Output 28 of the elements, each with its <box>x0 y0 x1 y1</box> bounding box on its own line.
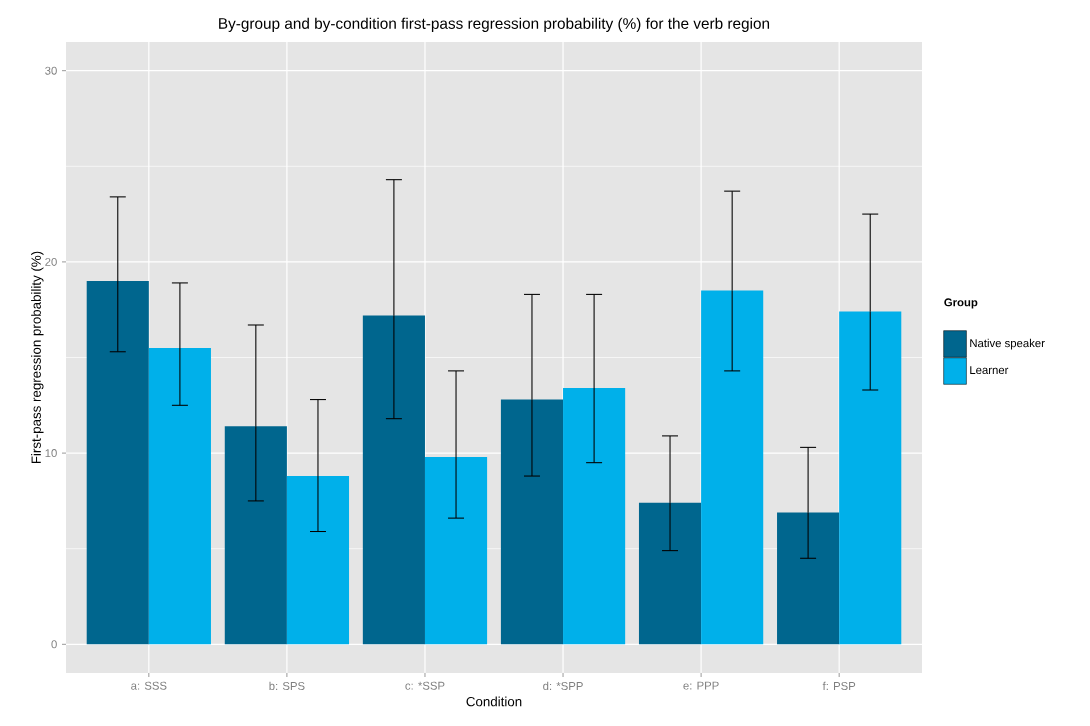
bar <box>638 502 702 645</box>
bar <box>839 311 902 645</box>
bar <box>224 426 287 645</box>
bar <box>86 281 149 645</box>
x-tick-label: d: *SPP <box>543 681 583 691</box>
y-tick-label: 10 <box>45 449 57 458</box>
y-tick-label: 30 <box>45 66 57 75</box>
y-tick-label: 20 <box>45 257 57 266</box>
bar <box>148 347 211 645</box>
legend-title: Group <box>944 298 978 309</box>
bar <box>362 315 425 645</box>
bar <box>563 388 626 645</box>
bar <box>777 512 840 645</box>
bar <box>701 290 764 645</box>
bar <box>500 399 564 645</box>
x-tick-label: e: PPP <box>683 681 719 690</box>
bar <box>286 476 350 645</box>
x-axis-title: Condition <box>466 696 522 707</box>
chart-title: By-group and by-condition first-pass regression probability (%) for the verb region <box>219 17 770 32</box>
x-tick-label: c: *SSP <box>405 681 445 690</box>
x-tick-label: a: SSS <box>131 681 167 690</box>
y-axis-title: First-pass regression probability (%) <box>31 251 44 464</box>
x-tick-label: b: SPS <box>269 681 305 691</box>
bar <box>424 456 488 645</box>
legend-label: Native speaker <box>970 338 1045 350</box>
legend-label: Learner <box>970 366 1009 375</box>
y-tick-label: 0 <box>51 640 57 649</box>
x-tick-label: f: PSP <box>822 681 856 691</box>
